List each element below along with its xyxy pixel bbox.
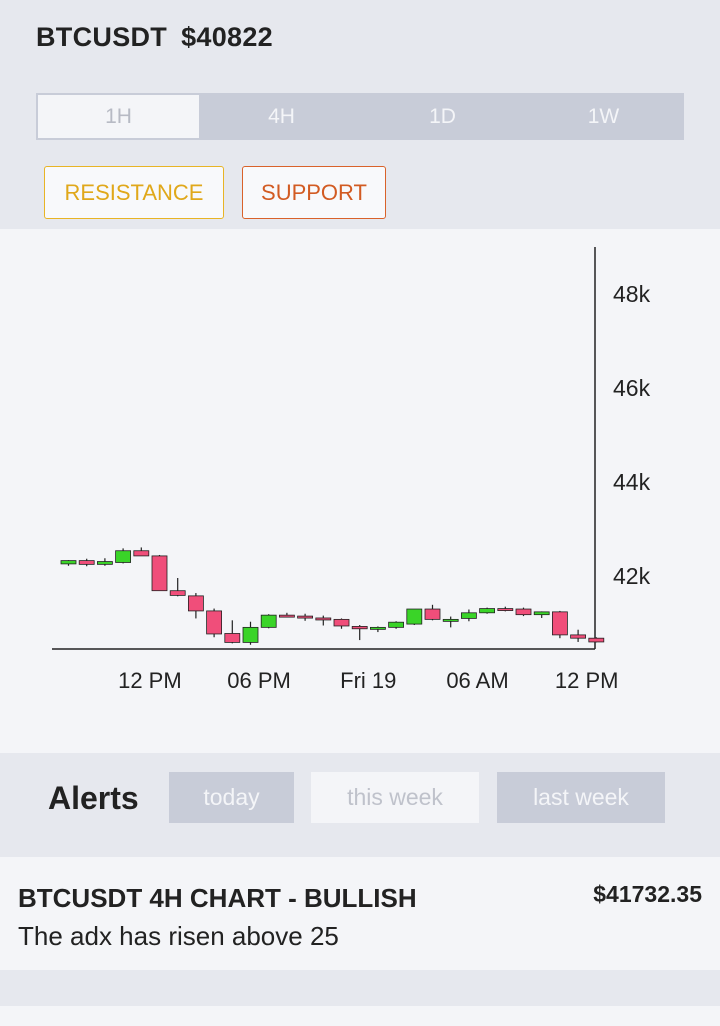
support-button[interactable]: SUPPORT	[242, 166, 386, 219]
y-tick-label: 46k	[613, 375, 651, 401]
resistance-button[interactable]: RESISTANCE	[44, 166, 224, 219]
candle-up	[442, 618, 459, 622]
y-tick-label: 48k	[613, 281, 651, 307]
x-tick-label: 12 PM	[555, 668, 619, 693]
candle-up	[97, 561, 113, 565]
candle-up	[388, 621, 405, 628]
candlestick-chart-svg: 42k 44k 46k 48k 12 PM 06 PM Fri 19 06 AM 12 PM	[52, 247, 651, 693]
current-price: $40822	[181, 22, 273, 52]
x-tick-label: 06 AM	[446, 668, 508, 693]
candle-down	[333, 618, 350, 627]
alert-item[interactable]: BTCUSDT 4H CHART - BULLISH $41732.35 The…	[0, 857, 720, 970]
candle-up	[115, 550, 131, 563]
timeframe-selector: 1H 4H 1D 1W	[36, 93, 684, 140]
candle-down	[515, 608, 532, 616]
price-chart[interactable]: 42k 44k 46k 48k 12 PM 06 PM Fri 19 06 AM 12 PM	[0, 229, 720, 753]
timeframe-tab-1w[interactable]: 1W	[587, 104, 620, 128]
alerts-heading: Alerts	[48, 780, 139, 816]
candle-down	[169, 590, 186, 596]
timeframe-tab-1h[interactable]: 1H	[36, 93, 201, 140]
candle-up	[260, 614, 277, 628]
ticker-header: BTCUSDT $40822	[36, 22, 273, 53]
x-tick-label: 12 PM	[118, 668, 182, 693]
candle-up	[406, 608, 423, 625]
candle-down	[424, 608, 441, 620]
candle-up	[533, 611, 550, 616]
candle-down	[224, 633, 241, 643]
candle-down	[315, 617, 332, 621]
alert-item-partial[interactable]	[0, 1006, 720, 1026]
alert-title: BTCUSDT 4H CHART - BULLISH	[18, 883, 417, 913]
candle-down	[570, 634, 586, 639]
candle-down	[497, 608, 514, 611]
candle-down	[151, 555, 168, 592]
y-tick-label: 44k	[613, 469, 651, 495]
candle-down	[187, 595, 204, 612]
alerts-tab-today[interactable]: today	[169, 772, 294, 823]
candle-down	[351, 626, 368, 630]
candle-down	[297, 615, 314, 619]
alert-message: The adx has risen above 25	[18, 921, 339, 951]
alerts-tab-this-week[interactable]: this week	[311, 772, 479, 823]
timeframe-tab-4h[interactable]: 4H	[268, 104, 295, 128]
candle-down	[78, 560, 95, 565]
timeframe-tab-1d[interactable]: 1D	[429, 104, 456, 128]
candle-up	[460, 612, 477, 619]
symbol-label: BTCUSDT	[36, 22, 168, 52]
x-tick-label: Fri 19	[340, 668, 396, 693]
candle-down	[206, 610, 223, 635]
candle-up	[479, 608, 496, 614]
x-tick-label: 06 PM	[227, 668, 291, 693]
alert-price: $41732.35	[593, 881, 702, 907]
candle-down	[588, 637, 605, 643]
candle-down	[552, 611, 568, 636]
candle-up	[60, 560, 77, 565]
y-tick-label: 42k	[613, 563, 651, 589]
candle-up	[242, 626, 259, 643]
candle-up	[369, 626, 386, 630]
candle-down	[278, 614, 295, 618]
alerts-tab-last-week[interactable]: last week	[497, 772, 665, 823]
candle-down	[133, 550, 150, 557]
